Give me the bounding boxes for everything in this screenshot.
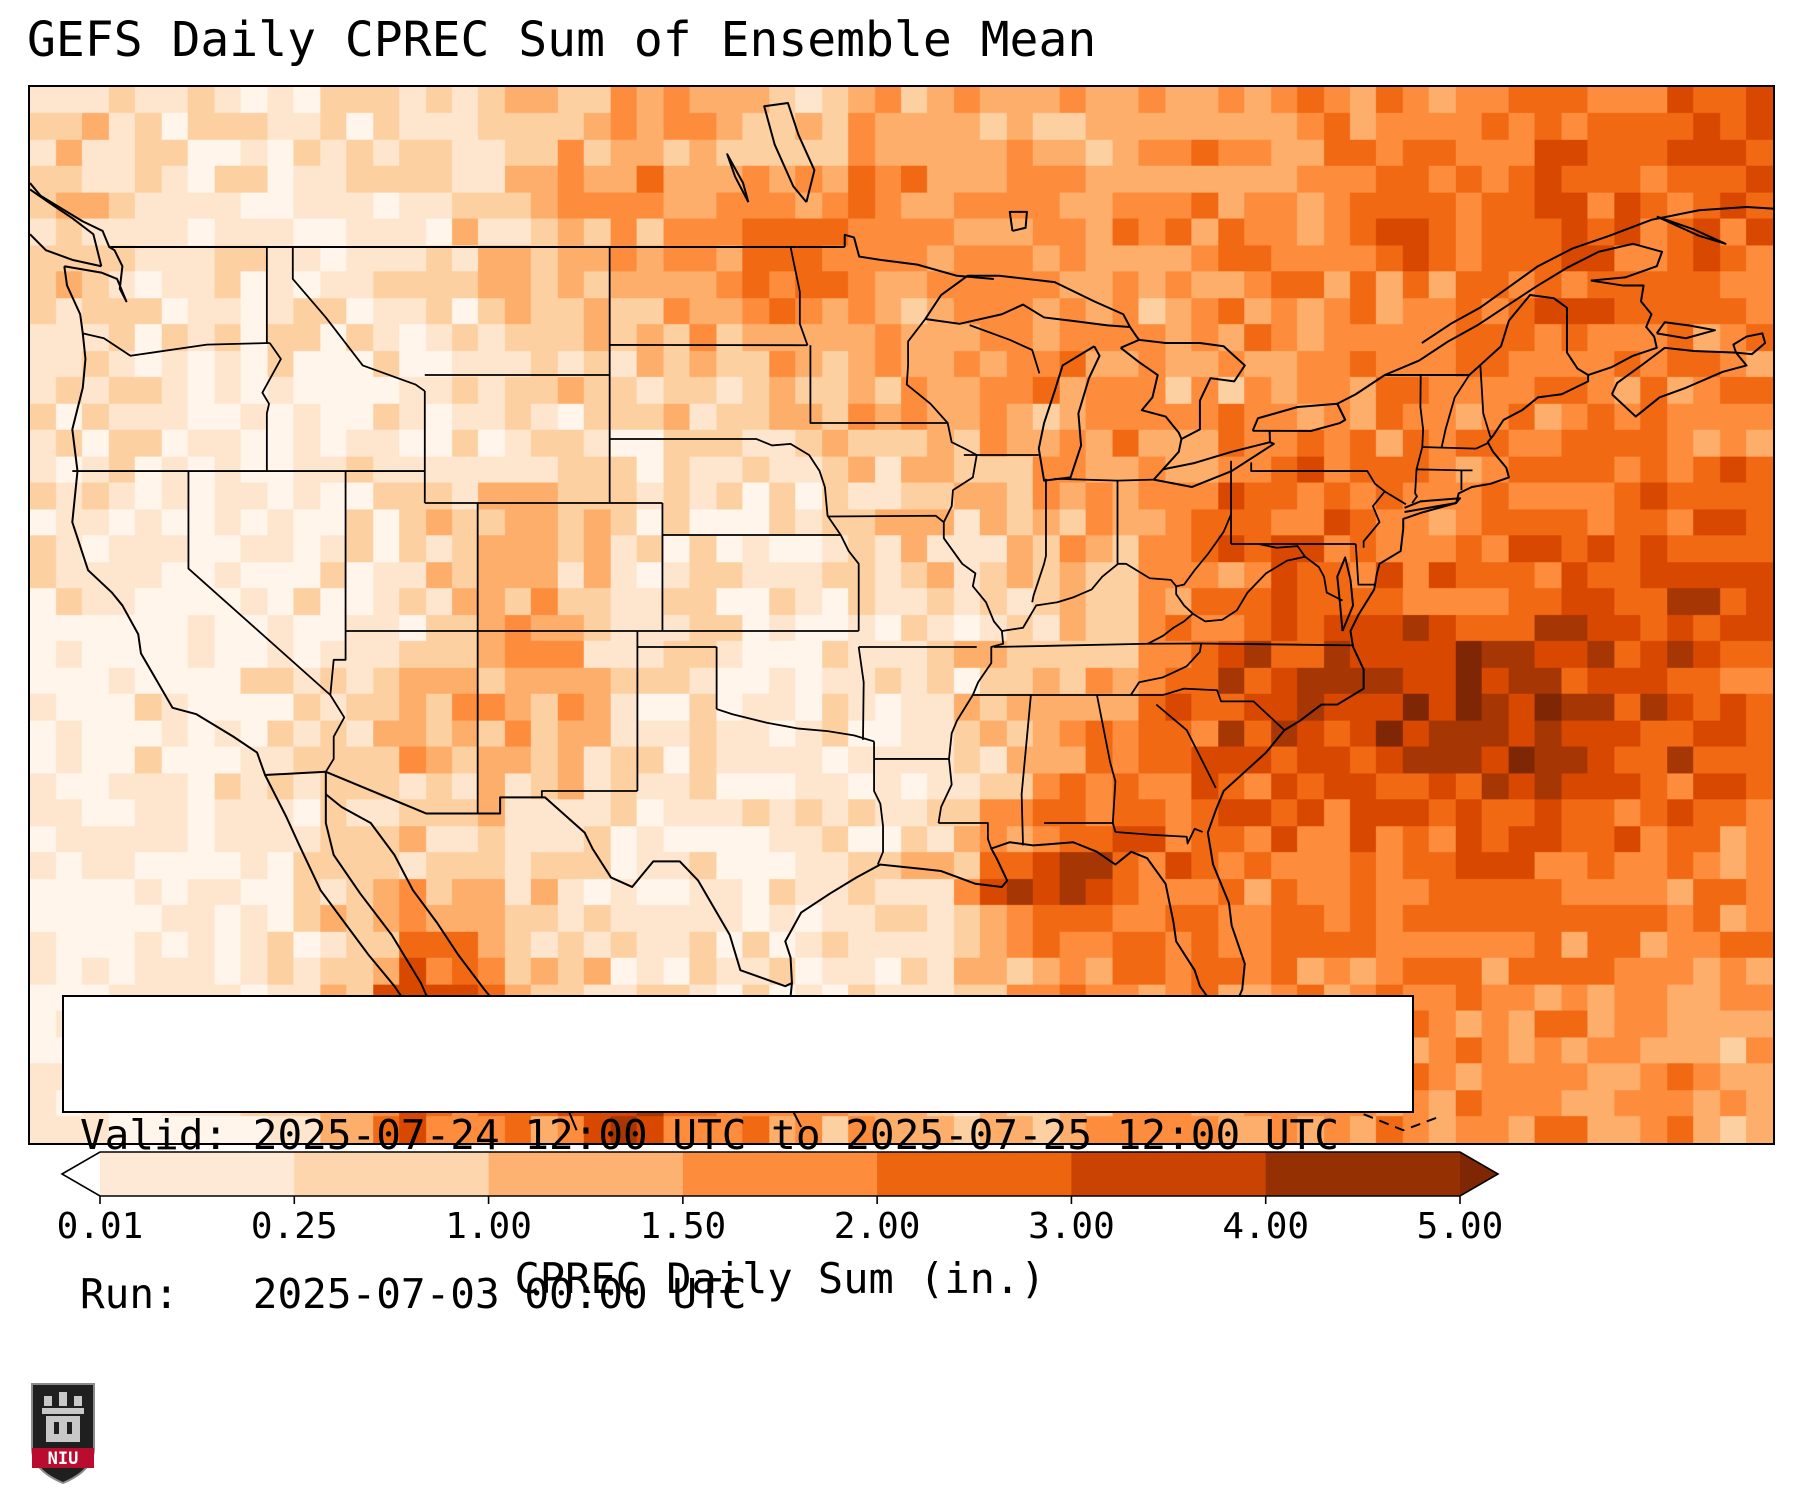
boundary-line bbox=[1129, 326, 1140, 341]
colorbar-tick-label: 3.00 bbox=[1028, 1206, 1115, 1247]
boundary-line bbox=[1120, 338, 1246, 440]
boundary-line bbox=[1147, 586, 1194, 645]
boundary-line bbox=[1440, 374, 1471, 448]
boundary-line bbox=[1655, 321, 1716, 340]
boundary-line bbox=[873, 741, 884, 865]
boundary-line bbox=[1421, 206, 1773, 344]
map-panel: Valid: 2025-07-24 12:00 UTC to 2025-07-2… bbox=[28, 85, 1775, 1318]
boundary-line bbox=[1479, 365, 1492, 438]
boundary-line bbox=[726, 153, 750, 203]
boundary-line bbox=[1587, 279, 1658, 376]
colorbar-label: CPREC Daily Sum (in.) bbox=[514, 1254, 1046, 1303]
boundary-line bbox=[857, 646, 865, 740]
boundary-line bbox=[1336, 556, 1355, 632]
boundary-line bbox=[938, 822, 993, 849]
boundary-line bbox=[924, 274, 1131, 328]
boundary-line bbox=[969, 324, 1041, 374]
boundary-line bbox=[30, 182, 128, 303]
boundary-line bbox=[1162, 687, 1286, 731]
boundary-line bbox=[291, 246, 426, 392]
boundary-line bbox=[839, 534, 860, 632]
colorbar-tick-label: 0.25 bbox=[250, 1206, 338, 1247]
boundary-line bbox=[1037, 345, 1101, 482]
niu-shield-icon: NIU bbox=[31, 1383, 95, 1485]
boundary-line bbox=[993, 642, 1354, 648]
boundary-line bbox=[63, 266, 1590, 1010]
boundary-line bbox=[609, 438, 842, 536]
boundary-line bbox=[1031, 478, 1047, 603]
boundary-line bbox=[716, 708, 875, 743]
run-time-text: Run: 2025-07-03 00:00 UTC bbox=[80, 1270, 747, 1319]
boundary-line bbox=[1610, 346, 1748, 418]
boundary-line bbox=[1130, 643, 1203, 696]
colorbar-segment bbox=[877, 1152, 1073, 1196]
boundary-line bbox=[30, 233, 102, 268]
boundary-line bbox=[1354, 543, 1376, 586]
colorbar-segment bbox=[1265, 1152, 1461, 1196]
niu-logo-text: NIU bbox=[48, 1449, 79, 1469]
boundary-line bbox=[1411, 375, 1425, 504]
boundary-line bbox=[828, 514, 945, 523]
boundary-line bbox=[1362, 490, 1386, 548]
boundary-line bbox=[809, 345, 949, 424]
boundary-line bbox=[540, 790, 638, 798]
boundary-line bbox=[1054, 477, 1154, 482]
boundary-line bbox=[789, 246, 809, 346]
boundary-line bbox=[1250, 462, 1386, 493]
boundary-line bbox=[261, 342, 282, 472]
boundary-line bbox=[82, 332, 270, 357]
boundary-line bbox=[905, 318, 1005, 824]
boundary-line bbox=[1258, 543, 1343, 602]
boundary-line bbox=[329, 471, 347, 696]
boundary-line bbox=[1732, 332, 1767, 356]
colorbar-under-arrow bbox=[62, 1152, 100, 1196]
colorbar-over-arrow bbox=[1460, 1152, 1498, 1196]
colorbar-tick-label: 5.00 bbox=[1416, 1206, 1504, 1247]
boundary-line bbox=[1656, 215, 1727, 245]
boundary-line bbox=[1096, 694, 1117, 833]
colorbar: 0.01 0.25 1.00 1.50 2.00 3.00 4.00 5.00 CPREC D… bbox=[28, 1150, 1775, 1320]
boundary-line bbox=[1115, 827, 1203, 845]
valid-time-text: Valid: 2025-07-24 12:00 UTC to 2025-07-2… bbox=[80, 1110, 1339, 1159]
coastline-dashed bbox=[1363, 1113, 1438, 1132]
colorbar-tick-label: 4.00 bbox=[1222, 1206, 1310, 1247]
colorbar-segment bbox=[100, 1152, 295, 1196]
boundary-line bbox=[1251, 402, 1347, 432]
colorbar-tick-label: 1.50 bbox=[639, 1206, 727, 1247]
boundary-line bbox=[1192, 555, 1306, 623]
colorbar-tick-label: 0.01 bbox=[56, 1206, 144, 1247]
colorbar-tick-label: 2.00 bbox=[833, 1206, 921, 1247]
boundary-line bbox=[1152, 441, 1275, 488]
boundary-line bbox=[1155, 703, 1217, 789]
boundary-line bbox=[1008, 210, 1028, 232]
boundary-line bbox=[1384, 490, 1407, 506]
page-title: GEFS Daily CPREC Sum of Ensemble Mean bbox=[27, 12, 1097, 68]
colorbar-segment bbox=[488, 1152, 684, 1196]
boundary-line bbox=[30, 188, 103, 267]
castle-glyph bbox=[42, 1392, 84, 1442]
boundary-line bbox=[1384, 242, 1664, 376]
boundary-line bbox=[1001, 514, 1232, 632]
boundary-line bbox=[1404, 497, 1462, 513]
info-box: Valid: 2025-07-24 12:00 UTC to 2025-07-2… bbox=[62, 995, 1414, 1318]
colorbar-segment bbox=[682, 1152, 878, 1196]
colorbar-bar bbox=[60, 1151, 1500, 1204]
boundary-line bbox=[1422, 442, 1489, 450]
colorbar-tick-label: 1.00 bbox=[445, 1206, 532, 1247]
colorbar-segment bbox=[294, 1152, 490, 1196]
boundary-line bbox=[1416, 468, 1473, 472]
boundary-line bbox=[1162, 438, 1183, 471]
colorbar-segment bbox=[1071, 1152, 1267, 1196]
niu-logo: NIU bbox=[30, 1382, 96, 1486]
boundary-line bbox=[187, 471, 346, 773]
state-boundaries-overlay bbox=[30, 102, 1773, 1132]
boundary-line bbox=[763, 102, 816, 203]
boundary-line bbox=[1020, 694, 1032, 846]
boundary-line bbox=[843, 233, 994, 280]
